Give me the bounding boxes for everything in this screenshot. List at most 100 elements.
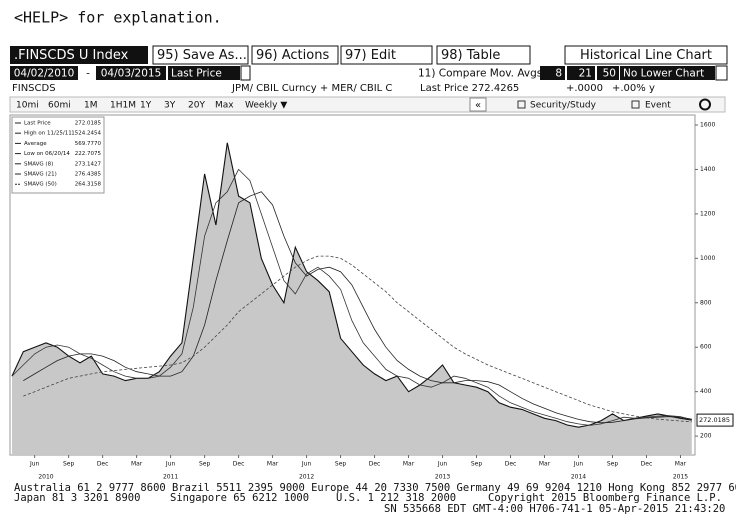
period[interactable]: Max	[215, 101, 234, 111]
x-tick-label: Jun	[301, 461, 312, 468]
footer-copyright: Copyright 2015 Bloomberg Finance L.P.	[488, 492, 722, 504]
footer-line1: Australia 61 2 9777 8600 Brazil 5511 239…	[14, 482, 736, 494]
x-tick-label: Jun	[437, 461, 448, 468]
view-title[interactable]: Historical Line Chart	[580, 48, 712, 63]
end-box[interactable]	[96, 66, 166, 80]
menu-box[interactable]	[251, 45, 339, 65]
menu-item[interactable]: 96) Actions	[256, 48, 329, 63]
footer-line3: SN 535668 EDT GMT-4:00 H706-741-1 05-Apr…	[384, 503, 725, 515]
start-box[interactable]	[10, 66, 78, 80]
legend-label: SMAVG (50)	[24, 182, 57, 188]
series-line	[11, 142, 692, 428]
legend-label: SMAVG (21)	[24, 172, 57, 178]
y-tick-label: 1600	[700, 122, 715, 129]
legend-value: 273.1427	[75, 161, 102, 167]
y-tick-label: 800	[700, 299, 712, 306]
x-tick-label: Dec	[641, 461, 653, 468]
period[interactable]: 3Y	[164, 101, 176, 111]
formula: JPM/ CBIL Curncy + MER/ CBIL C	[231, 83, 392, 94]
settings-icon[interactable]	[699, 98, 711, 111]
period[interactable]: 1M	[84, 101, 98, 111]
mavg-box[interactable]	[597, 66, 619, 80]
lower-box[interactable]	[620, 66, 715, 80]
legend-label: High on 11/25/11	[24, 131, 72, 137]
x-tick-label: Dec	[233, 461, 245, 468]
menu-box[interactable]	[152, 45, 249, 65]
legend-value: 272.0185	[75, 121, 102, 127]
field[interactable]: Last Price	[171, 68, 222, 80]
x-tick-label: Sep	[63, 461, 75, 468]
x-tick-label: Dec	[505, 461, 517, 468]
back-button[interactable]	[469, 97, 487, 112]
legend-value: 222.7075	[75, 151, 102, 157]
x-tick-label: Sep	[471, 461, 483, 468]
year-label: 2012	[299, 474, 314, 481]
view-box[interactable]	[564, 45, 728, 65]
legend-value: 276.4385	[75, 172, 102, 178]
ticker[interactable]: .FINSCDS U Index	[14, 48, 129, 63]
lower-drop[interactable]	[715, 65, 728, 81]
study[interactable]: Security/Study	[530, 101, 597, 111]
x-tick-label: Mar	[403, 461, 415, 468]
year-label: 2010	[38, 474, 53, 481]
period[interactable]: 20Y	[188, 101, 205, 111]
footer-japan: Japan 81 3 3201 8900	[14, 492, 140, 504]
x-tick-label: Mar	[539, 461, 551, 468]
y-tick-label: 1400	[700, 166, 715, 173]
menu-box[interactable]	[436, 45, 531, 65]
series-line	[11, 168, 692, 426]
period[interactable]: 10mi	[16, 101, 39, 111]
back[interactable]: «	[475, 100, 481, 111]
field-box[interactable]	[168, 66, 240, 80]
legend-label: SMAVG (8)	[24, 161, 53, 167]
legend-value: 264.3158	[75, 182, 102, 188]
legend-label: Average	[24, 141, 47, 147]
mavg-box[interactable]	[540, 66, 565, 80]
x-tick-label: Sep	[607, 461, 619, 468]
ticker-box[interactable]	[10, 46, 148, 64]
range-sep: -	[86, 68, 90, 80]
x-tick-label: Mar	[267, 461, 279, 468]
x-tick-label: Dec	[97, 461, 109, 468]
series-line	[23, 191, 692, 424]
start-date[interactable]: 04/02/2010	[14, 68, 75, 80]
year-label: 2011	[163, 474, 178, 481]
period[interactable]: 1Y	[140, 101, 152, 111]
legend-value: 569.7770	[75, 141, 102, 147]
x-tick-label: Jun	[165, 461, 176, 468]
footer-singapore: Singapore 65 6212 1000	[170, 492, 309, 504]
toolbar	[9, 96, 726, 113]
year-label: 2015	[673, 474, 688, 481]
mavg-period[interactable]: 50	[603, 68, 616, 80]
menu-box[interactable]	[340, 45, 433, 65]
menu-item[interactable]: 95) Save As...	[157, 48, 247, 63]
x-tick-label: Jun	[573, 461, 584, 468]
y-tick-label: 400	[700, 388, 712, 395]
mavg-period[interactable]: 8	[555, 68, 562, 80]
mavg-period[interactable]: 21	[579, 68, 592, 80]
x-tick-label: Mar	[675, 461, 687, 468]
study-icon	[517, 100, 526, 109]
frequency[interactable]: Weekly ▼	[245, 101, 287, 111]
event[interactable]: Event	[645, 101, 671, 111]
year-label: 2013	[435, 474, 450, 481]
menu-item[interactable]: 97) Edit	[345, 48, 396, 63]
lower-chart[interactable]: No Lower Chart	[623, 68, 704, 80]
last-value-box	[696, 413, 734, 427]
last-value: 272.0185	[699, 416, 730, 424]
end-date[interactable]: 04/03/2015	[101, 68, 162, 80]
legend-box	[11, 116, 105, 194]
compare[interactable]: 11) Compare Mov. Avgs	[418, 68, 542, 80]
menu-item[interactable]: 98) Table	[441, 48, 500, 63]
x-tick-label: Jun	[29, 461, 40, 468]
period[interactable]: 60mi	[48, 101, 71, 111]
event-icon	[631, 100, 640, 109]
y-tick-label: 1000	[700, 255, 715, 262]
legend-label: Last Price	[24, 121, 51, 127]
change-pct: +.00% y	[612, 83, 655, 94]
series-line	[23, 255, 692, 423]
mavg-box[interactable]	[567, 66, 595, 80]
period[interactable]: 1H1M	[110, 101, 136, 111]
field-drop[interactable]	[240, 65, 251, 81]
